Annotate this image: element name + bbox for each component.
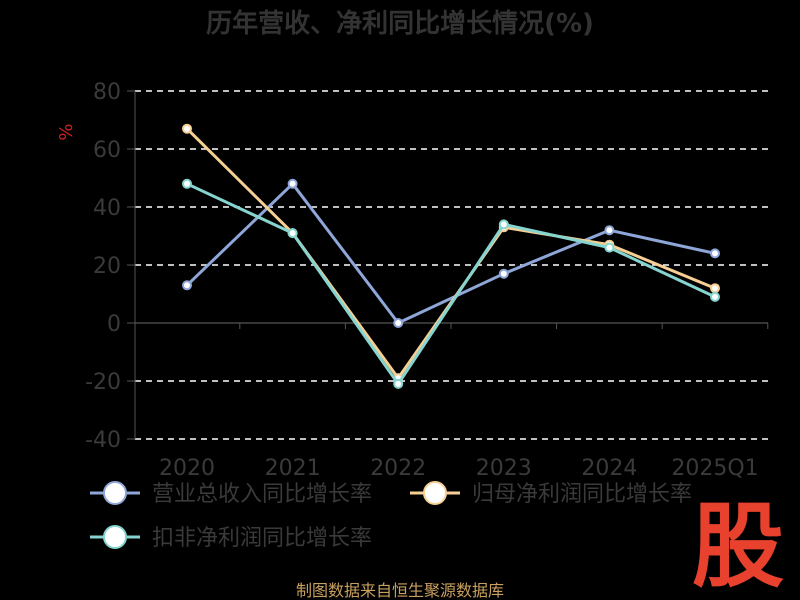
data-point bbox=[604, 225, 615, 236]
data-point bbox=[182, 178, 192, 189]
legend-item-3[interactable]: 扣非净利润同比增长率 bbox=[90, 525, 372, 551]
data-point bbox=[710, 283, 720, 294]
y-tick-label: -20 bbox=[85, 370, 121, 395]
y-tick-label: 0 bbox=[107, 312, 121, 337]
data-point bbox=[287, 228, 298, 239]
x-tick-label: 2022 bbox=[370, 456, 426, 481]
chart-title: 历年营收、净利同比增长情况(%) bbox=[206, 8, 594, 39]
data-point bbox=[287, 178, 298, 189]
data-point bbox=[182, 123, 192, 134]
legend-label: 归母净利润同比增长率 bbox=[472, 482, 692, 507]
series-2 bbox=[182, 123, 720, 384]
legend-item-1[interactable]: 营业总收入同比增长率 bbox=[90, 481, 372, 507]
grid-lines bbox=[135, 90, 768, 440]
y-axis-unit: % bbox=[56, 123, 77, 140]
legend-label: 扣非净利润同比增长率 bbox=[152, 526, 372, 551]
x-tick-label: 2021 bbox=[265, 456, 321, 481]
y-tick-label: 80 bbox=[93, 80, 121, 105]
data-point bbox=[710, 248, 720, 259]
x-tick-label: 2024 bbox=[581, 456, 637, 481]
y-tick-labels: 80 60 40 20 0 -20 -40 bbox=[85, 80, 121, 453]
x-tick-label: 2020 bbox=[159, 456, 215, 481]
y-tick-label: 20 bbox=[93, 254, 121, 279]
series-1 bbox=[182, 178, 720, 328]
y-tick-label: 60 bbox=[93, 138, 121, 163]
y-tick-label: -40 bbox=[85, 428, 121, 453]
data-point bbox=[498, 268, 509, 279]
legend-item-2[interactable]: 归母净利润同比增长率 bbox=[410, 481, 692, 507]
legend-marker bbox=[103, 481, 127, 505]
logo-glyph: 股 bbox=[692, 493, 784, 600]
axes bbox=[127, 90, 769, 440]
data-point bbox=[604, 242, 615, 253]
data-point bbox=[393, 378, 404, 389]
x-tick-label: 2025Q1 bbox=[671, 456, 758, 481]
series-line bbox=[185, 127, 716, 380]
data-point bbox=[498, 219, 509, 230]
data-point bbox=[393, 318, 404, 328]
series-line bbox=[185, 182, 716, 325]
y-tick-label: 40 bbox=[93, 196, 121, 221]
x-tick-label: 2023 bbox=[476, 456, 532, 481]
legend-label: 营业总收入同比增长率 bbox=[152, 482, 372, 507]
series-lines bbox=[182, 123, 720, 389]
source-note: 制图数据来自恒生聚源数据库 bbox=[296, 581, 504, 600]
legend-marker bbox=[423, 481, 447, 505]
data-point bbox=[710, 291, 720, 302]
data-point bbox=[182, 280, 192, 291]
series-3 bbox=[182, 178, 720, 389]
series-line bbox=[186, 182, 716, 386]
x-tick-labels: 2020 2021 2022 2023 2024 2025Q1 bbox=[159, 456, 759, 481]
legend-marker bbox=[103, 525, 127, 549]
